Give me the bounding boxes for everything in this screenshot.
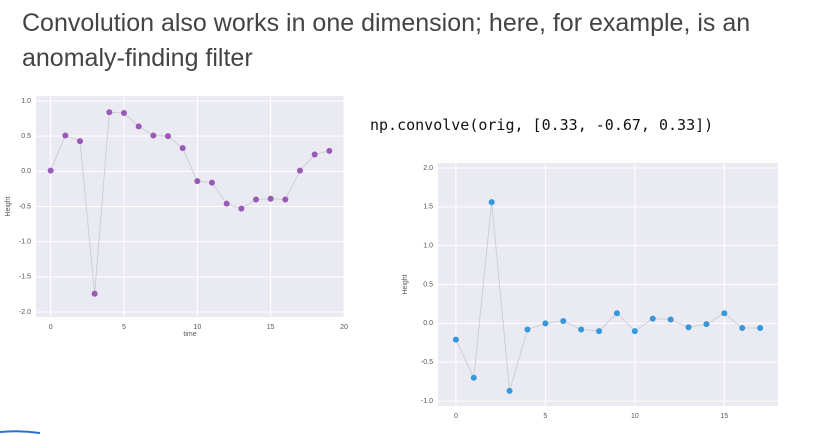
point (165, 133, 171, 140)
point (488, 199, 495, 206)
x-tick-label: 15 (267, 324, 275, 331)
code-text: np.convolve(orig, [0.33, -0.67, 0.33]) (370, 116, 714, 134)
point (578, 326, 585, 333)
point (77, 138, 83, 145)
x-tick-label: 5 (543, 413, 547, 420)
x-tick-label: 0 (454, 413, 458, 420)
point (524, 326, 531, 333)
y-tick-label: 0.0 (21, 168, 31, 175)
y-tick-label: 0.0 (423, 320, 433, 327)
point (757, 324, 764, 331)
point (542, 320, 549, 327)
point (613, 310, 620, 317)
point (47, 167, 54, 174)
y-tick-label: -1.0 (19, 239, 31, 246)
y-tick-label: -0.5 (19, 203, 31, 210)
point (282, 196, 289, 203)
point (560, 318, 567, 325)
x-tick-label: 10 (193, 324, 201, 331)
point (649, 315, 656, 322)
x-tick-label: 5 (122, 324, 126, 331)
point (721, 310, 728, 317)
line (455, 202, 761, 392)
point (121, 109, 127, 116)
point (667, 316, 674, 323)
point (62, 132, 69, 139)
point (596, 328, 603, 335)
point (179, 145, 186, 152)
y-tick-label: -0.5 (421, 359, 433, 366)
point (238, 205, 245, 212)
slide-title: Convolution also works in one dimension;… (22, 9, 751, 72)
point (194, 178, 201, 185)
point (267, 195, 274, 202)
point (297, 167, 303, 174)
point (150, 132, 157, 139)
point (631, 328, 638, 335)
point (106, 109, 113, 116)
point (135, 123, 142, 130)
y-tick-label: 1.5 (423, 204, 433, 211)
point (506, 387, 513, 394)
y-tick-label: 2.0 (423, 165, 433, 172)
x-axis-label: time (183, 331, 196, 338)
y-axis-label: Height (402, 274, 409, 294)
point (703, 321, 710, 328)
point (685, 324, 692, 331)
decoration (0, 430, 41, 434)
x-tick-label: 10 (631, 413, 639, 420)
point (253, 196, 259, 203)
y-axis-label: Height (5, 196, 12, 216)
x-tick-label: 0 (49, 324, 53, 331)
y-tick-label: 0.5 (423, 281, 433, 288)
point (470, 374, 477, 381)
point (209, 179, 215, 186)
x-tick-label: 20 (340, 324, 348, 331)
y-tick-label: -1.5 (19, 274, 31, 281)
point (326, 147, 333, 154)
y-tick-label: -1.0 (421, 398, 433, 405)
point (223, 200, 230, 207)
x-tick-label: 15 (720, 413, 728, 420)
point (311, 151, 318, 158)
point (739, 324, 746, 331)
y-tick-label: -2.0 (19, 309, 31, 316)
y-tick-label: 1.0 (423, 243, 433, 250)
y-tick-label: 1.0 (21, 98, 31, 105)
point (452, 336, 459, 343)
point (91, 290, 98, 297)
y-tick-label: 0.5 (21, 133, 31, 140)
